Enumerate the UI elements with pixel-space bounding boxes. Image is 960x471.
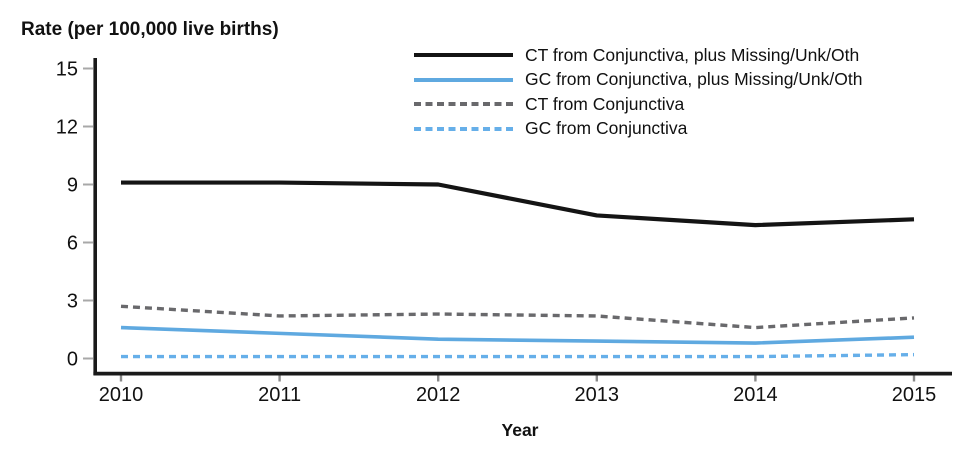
legend-label: CT from Conjunctiva — [525, 93, 685, 114]
x-axis-title: Year — [501, 420, 539, 440]
x-tick-label: 2014 — [733, 384, 778, 406]
y-tick-label: 15 — [56, 59, 78, 81]
legend: CT from Conjunctiva, plus Missing/Unk/Ot… — [413, 43, 862, 141]
y-tick-label: 0 — [67, 349, 78, 371]
series-line-gc-from-conjunctiva — [121, 352, 915, 359]
y-tick-label: 12 — [56, 117, 78, 139]
y-tick-label: 6 — [67, 233, 78, 255]
y-tick-label: 3 — [67, 291, 78, 313]
series-line-ct-from-conjunctiva — [120, 304, 915, 330]
legend-item-gc-from-conjunctiva: GC from Conjunctiva — [413, 117, 862, 142]
y-tick-label: 9 — [67, 175, 78, 197]
x-tick-label: 2013 — [575, 384, 620, 406]
legend-label: GC from Conjunctiva, plus Missing/Unk/Ot… — [525, 69, 863, 90]
legend-item-gc-from-conjunctiva-plus-missing-unk-oth: GC from Conjunctiva, plus Missing/Unk/Ot… — [413, 68, 862, 93]
series-line-ct-from-conjunctiva-plus-missing-unk-oth — [121, 180, 915, 228]
chart-title: Rate (per 100,000 live births) — [21, 19, 279, 40]
legend-item-ct-from-conjunctiva-plus-missing-unk-oth: CT from Conjunctiva, plus Missing/Unk/Ot… — [413, 43, 862, 68]
x-tick-label: 2015 — [892, 384, 937, 406]
series-line-gc-from-conjunctiva-plus-missing-unk-oth — [120, 325, 915, 345]
legend-line-sample — [414, 53, 513, 58]
legend-line-sample — [414, 77, 513, 82]
x-tick-label: 2012 — [416, 384, 461, 406]
legend-line-sample — [414, 102, 513, 107]
legend-label: GC from Conjunctiva — [525, 118, 688, 139]
legend-item-ct-from-conjunctiva: CT from Conjunctiva — [413, 92, 862, 117]
legend-label: CT from Conjunctiva, plus Missing/Unk/Ot… — [525, 44, 860, 65]
x-tick-label: 2010 — [99, 384, 144, 406]
legend-line-sample — [414, 127, 513, 132]
x-tick-label: 2011 — [258, 384, 301, 406]
